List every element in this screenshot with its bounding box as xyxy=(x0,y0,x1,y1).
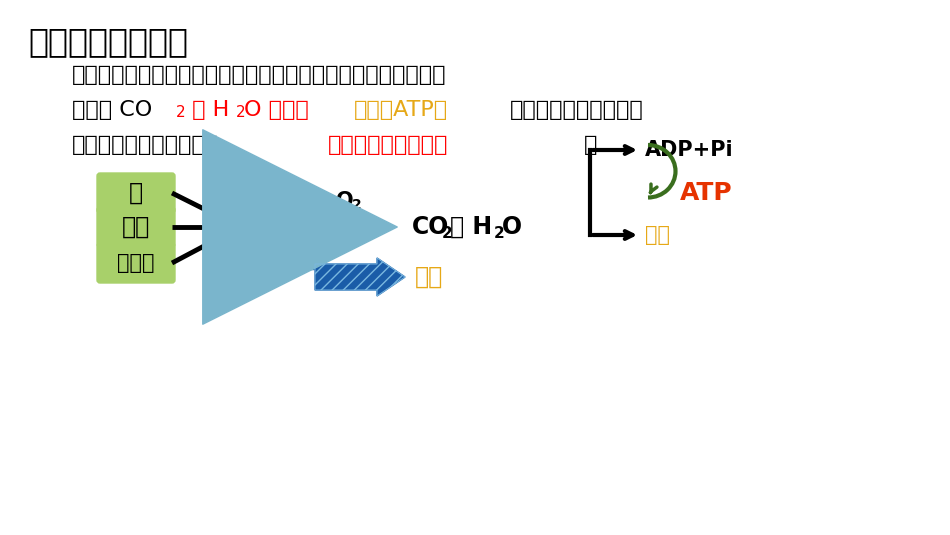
Text: 2: 2 xyxy=(494,226,504,241)
Text: 有机物质（糖、脂肪、蛋白质等）在生物体细胞内氧化分解，最: 有机物质（糖、脂肪、蛋白质等）在生物体细胞内氧化分解，最 xyxy=(72,65,446,85)
FancyBboxPatch shape xyxy=(97,243,175,283)
Text: 糖: 糖 xyxy=(129,181,143,205)
Text: 2: 2 xyxy=(352,198,362,212)
Text: O: O xyxy=(502,215,522,239)
Text: 组织呼吸、细胞呼吸: 组织呼吸、细胞呼吸 xyxy=(328,135,448,155)
Text: 2: 2 xyxy=(176,105,185,120)
Text: 一、生物氧化概念: 一、生物氧化概念 xyxy=(28,25,188,58)
FancyBboxPatch shape xyxy=(97,173,175,213)
Text: 。: 。 xyxy=(584,135,598,155)
Text: 蛋白质: 蛋白质 xyxy=(117,253,155,273)
Text: CO: CO xyxy=(412,215,449,239)
Text: 脂肪: 脂肪 xyxy=(122,215,150,239)
Text: 2: 2 xyxy=(442,226,453,241)
Text: 和 H: 和 H xyxy=(450,215,492,239)
Text: 的作用。在需氧细胞呼: 的作用。在需氧细胞呼 xyxy=(510,100,644,120)
FancyBboxPatch shape xyxy=(97,207,175,247)
Text: 2: 2 xyxy=(236,105,246,120)
Text: 和 H: 和 H xyxy=(185,100,229,120)
FancyArrow shape xyxy=(308,241,322,269)
Text: 终生成 CO: 终生成 CO xyxy=(72,100,152,120)
Text: 能量（ATP）: 能量（ATP） xyxy=(354,100,448,120)
Text: O 并释放: O 并释放 xyxy=(244,100,309,120)
Text: 吸作用中的反应，又称作: 吸作用中的反应，又称作 xyxy=(72,135,219,155)
Text: ATP: ATP xyxy=(680,180,732,204)
Text: 能量: 能量 xyxy=(415,265,444,289)
Text: O: O xyxy=(336,191,353,211)
FancyArrow shape xyxy=(315,258,405,296)
Text: 热能: 热能 xyxy=(645,225,670,245)
Text: ADP+Pi: ADP+Pi xyxy=(645,140,733,160)
